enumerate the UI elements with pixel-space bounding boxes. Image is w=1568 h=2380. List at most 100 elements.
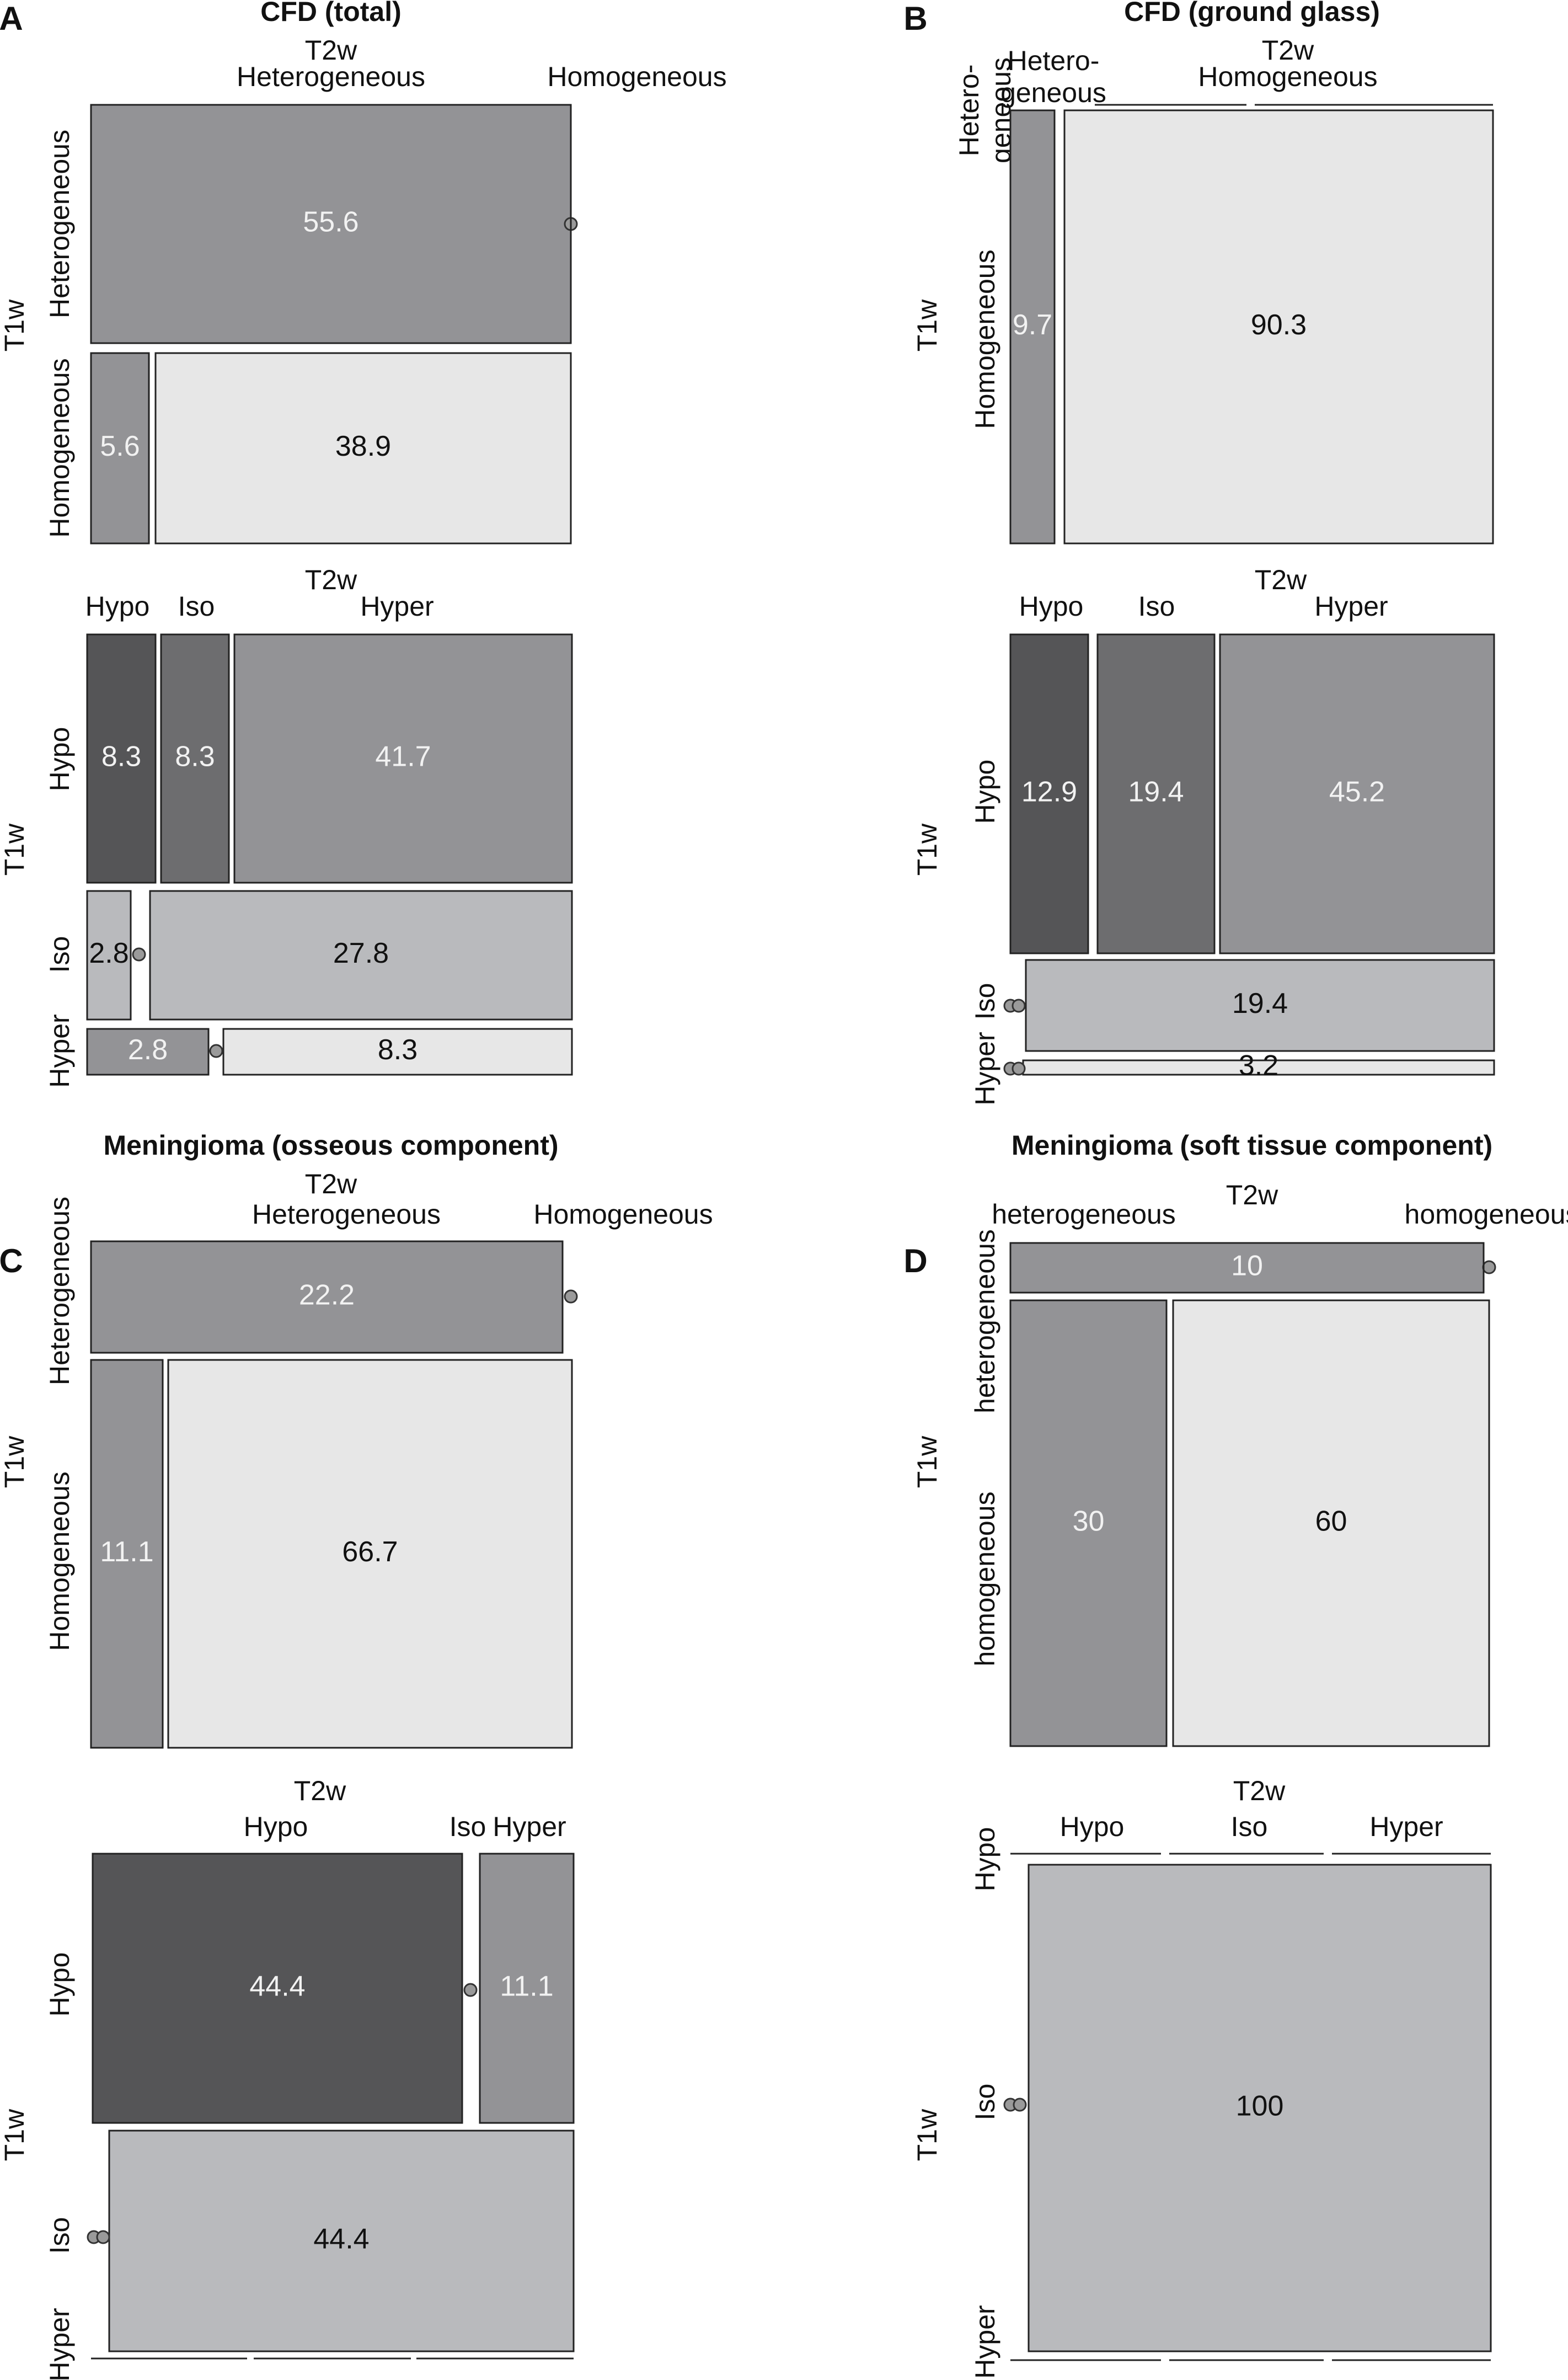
chart-7-value-label-1-0: 30 <box>1073 1506 1105 1538</box>
chart-7-cell-1-0 <box>1009 1299 1168 1747</box>
chart-4-cell-1-2 <box>1025 959 1495 1052</box>
panel-letter-a: A <box>0 0 23 37</box>
chart-7-cell-0-0 <box>1009 1242 1485 1294</box>
chart-6-value-label-1-2: 44.4 <box>313 2223 369 2255</box>
chart-6-cell-1-2 <box>108 2130 575 2352</box>
chart-1-value-label-1-1: 38.9 <box>335 430 391 462</box>
chart-6-col-label-0: Hypo <box>244 1811 308 1842</box>
chart-8-col-label-2: Hyper <box>1369 1811 1443 1842</box>
panel-letter-b: B <box>903 0 927 37</box>
chart-2-cell-2-0 <box>86 1028 210 1076</box>
chart-2-zero-marker-1 <box>209 1044 223 1058</box>
chart-1-cell-1-0 <box>90 352 150 545</box>
chart-6-row-label-2: Hyper <box>44 2308 75 2380</box>
panel-letter-d: D <box>903 1242 927 1279</box>
chart-3-ylabel: T1w <box>912 299 943 351</box>
chart-2-value-label-0-1: 8.3 <box>175 741 215 773</box>
chart-4-zero-marker-3 <box>1012 1061 1026 1076</box>
chart-6-cell-0-0 <box>92 1853 463 2124</box>
chart-6-zero-marker-2 <box>96 2230 110 2244</box>
chart-4-row-label-1: Iso <box>970 983 1000 1020</box>
chart-1-value-label-1-0: 5.6 <box>100 430 140 462</box>
chart-2-ylabel: T1w <box>0 823 30 876</box>
chart-5-value-label-0-0: 22.2 <box>299 1279 355 1311</box>
chart-6-row-label-1: Iso <box>44 2217 75 2254</box>
chart-2-xlabel: T2w <box>305 564 357 595</box>
chart-2-cell-1-2 <box>149 890 573 1021</box>
chart-6-row-label-0: Hypo <box>44 1952 75 2017</box>
chart-2-cell-1-0 <box>86 890 132 1021</box>
chart-7-row-label-0: heterogeneous <box>970 1229 1000 1413</box>
chart-7-cell-1-1 <box>1172 1299 1490 1747</box>
chart-7-xlabel: T2w <box>1226 1180 1278 1210</box>
chart-5-col-label-0: Heterogeneous <box>252 1199 441 1230</box>
chart-8-row-label-2: Hyper <box>970 2305 1000 2378</box>
chart-3-col-label-1: Homogeneous <box>1198 61 1377 92</box>
chart-2-cell-0-2 <box>233 633 573 884</box>
chart-6-col-label-2: Hyper <box>493 1811 566 1842</box>
chart-6-value-label-0-0: 44.4 <box>249 1971 305 2003</box>
chart-4-col-label-0: Hypo <box>1019 591 1084 622</box>
chart-3-col-label-0: Hetero-geneous <box>1000 45 1106 108</box>
chart-8-cell-1-1 <box>1028 1864 1492 2352</box>
chart-6-zero-marker-0 <box>463 1983 478 1997</box>
chart-5-ylabel: T1w <box>0 1436 30 1488</box>
chart-4-zero-marker-1 <box>1012 999 1026 1013</box>
chart-2-row-label-2: Hyper <box>44 1014 75 1087</box>
chart-8-ylabel: T1w <box>912 2109 943 2161</box>
chart-3-value-label-1-1: 90.3 <box>1251 309 1307 341</box>
chart-2-value-label-1-2: 27.8 <box>333 937 389 969</box>
panel-letter-c: C <box>0 1242 23 1279</box>
chart-4-cell-0-2 <box>1219 633 1495 954</box>
chart-1-col-label-0: Heterogeneous <box>237 61 425 92</box>
chart-7-ylabel: T1w <box>912 1436 943 1488</box>
chart-6-xlabel: T2w <box>294 1775 346 1806</box>
chart-4-value-label-0-1: 19.4 <box>1128 776 1184 808</box>
chart-1-cell-1-1 <box>154 352 572 545</box>
chart-4-value-label-0-0: 12.9 <box>1021 776 1077 808</box>
chart-2-row-label-1: Iso <box>44 936 75 973</box>
chart-4-cell-0-0 <box>1009 633 1089 954</box>
chart-4-col-label-1: Iso <box>1138 591 1175 622</box>
chart-8-row-label-0: Hypo <box>970 1827 1000 1892</box>
chart-4-ylabel: T1w <box>912 823 943 876</box>
chart-2-col-label-0: Hypo <box>85 591 150 622</box>
chart-1-cell-0-0 <box>90 104 572 344</box>
chart-7-value-label-0-0: 10 <box>1231 1250 1263 1282</box>
chart-2-cell-0-1 <box>160 633 230 884</box>
chart-1-col-label-1: Homogeneous <box>547 61 726 92</box>
chart-7-col-label-1: homogeneous <box>1405 1199 1568 1230</box>
chart-5-value-label-1-0: 11.1 <box>100 1536 153 1568</box>
chart-7-row-label-1: homogeneous <box>970 1492 1000 1667</box>
chart-6-value-label-0-2: 11.1 <box>500 1971 553 2003</box>
chart-3-row-label-0: Hetero-geneous <box>954 57 1016 163</box>
chart-8-row-label-1: Iso <box>970 2084 1000 2121</box>
chart-3-value-label-1-0: 9.7 <box>1013 309 1052 341</box>
chart-2-zero-marker-0 <box>132 947 146 962</box>
chart-3-title: CFD (ground glass) <box>1124 0 1380 27</box>
chart-2-col-label-2: Hyper <box>360 591 434 622</box>
chart-2-value-label-0-2: 41.7 <box>375 741 431 773</box>
chart-5-value-label-1-1: 66.7 <box>342 1536 398 1568</box>
chart-8-zero-marker-1 <box>1013 2098 1027 2112</box>
chart-1-row-label-0: Heterogeneous <box>44 130 75 318</box>
chart-4-xlabel: T2w <box>1255 564 1307 595</box>
chart-2-value-label-2-0: 2.8 <box>128 1034 168 1066</box>
chart-1-ylabel: T1w <box>0 299 30 351</box>
chart-1-title: CFD (total) <box>260 0 402 27</box>
chart-2-value-label-2-2: 8.3 <box>378 1034 418 1066</box>
chart-2-value-label-1-0: 2.8 <box>89 937 129 969</box>
chart-6-cell-0-2 <box>479 1853 575 2124</box>
chart-8-value-label-1-1: 100 <box>1236 2090 1284 2122</box>
chart-4-col-label-2: Hyper <box>1314 591 1388 622</box>
chart-2-row-label-0: Hypo <box>44 727 75 792</box>
chart-4-value-label-0-2: 45.2 <box>1329 776 1385 808</box>
chart-4-value-label-2-2: 3.2 <box>1239 1050 1278 1082</box>
chart-7-title: Meningioma (soft tissue component) <box>1012 1130 1492 1161</box>
chart-6-ylabel: T1w <box>0 2109 30 2161</box>
chart-4-cell-2-2 <box>1022 1059 1495 1076</box>
chart-5-cell-1-1 <box>167 1359 573 1749</box>
chart-3-cell-1-0 <box>1009 109 1056 545</box>
chart-1-xlabel: T2w <box>305 35 357 66</box>
